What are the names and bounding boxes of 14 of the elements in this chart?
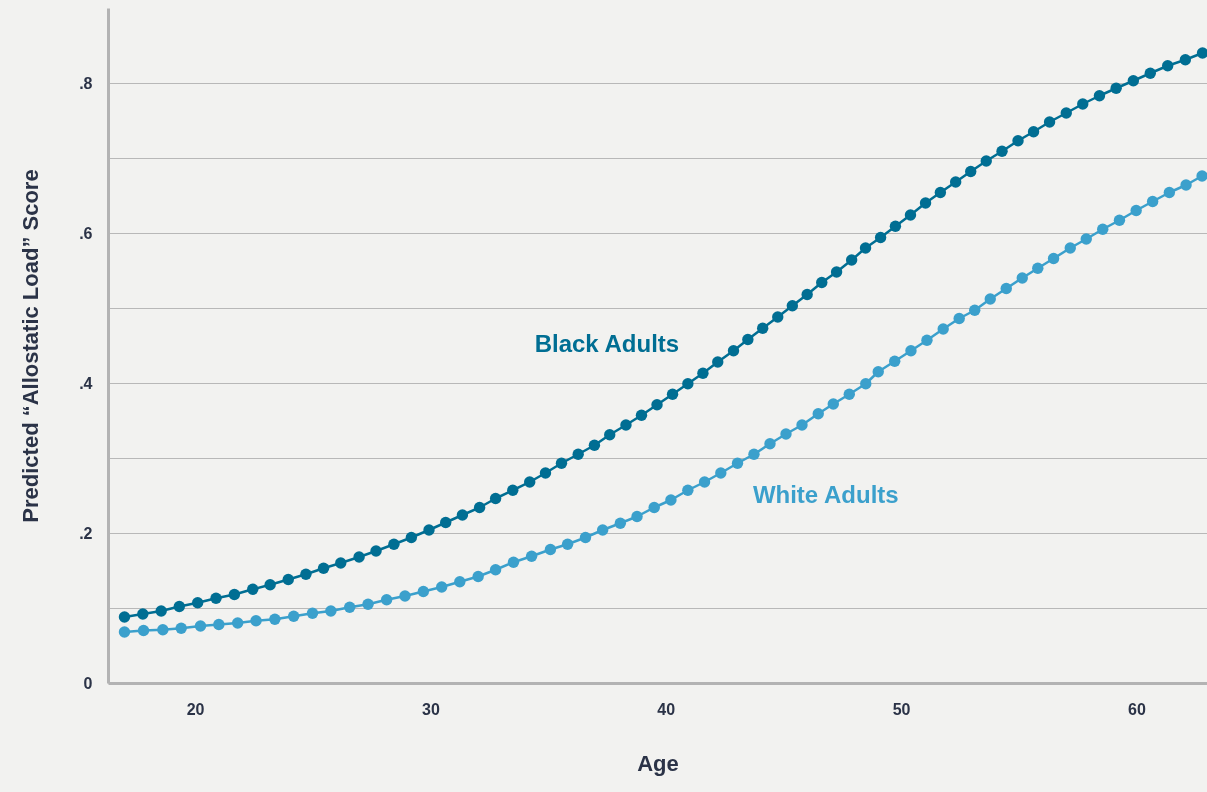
y-tick-label: .2 bbox=[79, 524, 93, 542]
x-axis-title: Age bbox=[637, 750, 679, 776]
y-tick-label: .6 bbox=[79, 224, 93, 242]
x-tick-label: 50 bbox=[892, 700, 911, 718]
x-tick-label: 20 bbox=[186, 700, 205, 718]
y-tick-label: .4 bbox=[79, 374, 93, 392]
x-tick-label: 40 bbox=[657, 700, 676, 718]
x-tick-label: 30 bbox=[422, 700, 440, 718]
y-axis-title: Predicted “Allostatic Load” Score bbox=[18, 169, 44, 523]
y-tick-label: .8 bbox=[79, 74, 93, 92]
y-tick-label: 0 bbox=[83, 674, 93, 692]
x-tick-label: 60 bbox=[1128, 700, 1146, 718]
series-label: White Adults bbox=[752, 481, 899, 509]
series-label: Black Adults bbox=[534, 329, 680, 357]
